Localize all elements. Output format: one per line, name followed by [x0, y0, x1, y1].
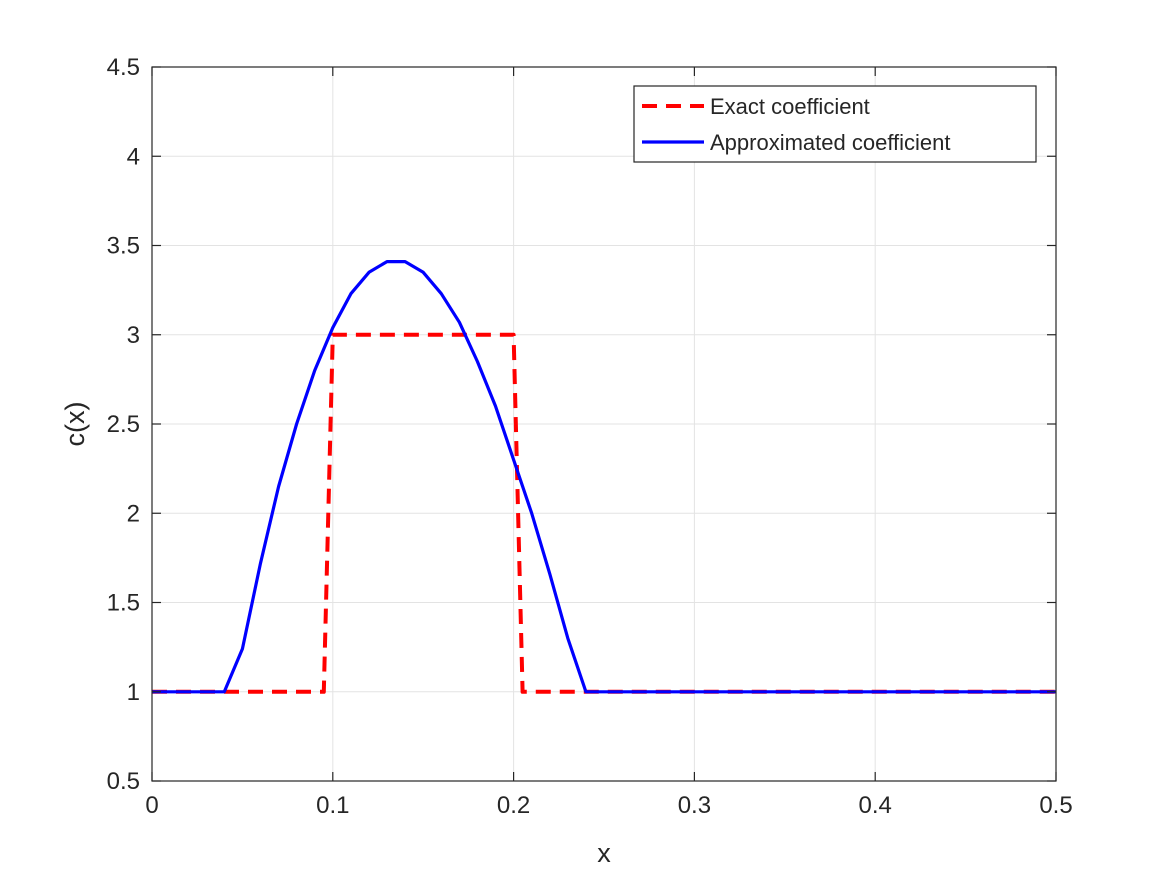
ticks: 0 0.1 0.2 0.3 0.4 0.5 0.5 1 1.5 2 2.5 3 3.5 4 4.5 [107, 54, 1073, 819]
legend: Exact coefficient Approximated coefficien… [633, 85, 1037, 163]
y-tick-label: 3 [127, 322, 140, 349]
x-tick-label: 0.2 [497, 792, 530, 819]
y-tick-label: 0.5 [107, 768, 140, 795]
y-tick-label: 1.5 [107, 590, 140, 617]
x-axis-label: x [597, 838, 611, 868]
series-approximated-line [152, 260, 1056, 694]
y-axis-label: c(x) [60, 402, 90, 447]
legend-entry-label: Approximated coefficient [710, 130, 951, 155]
x-tick-label: 0 [145, 792, 158, 819]
y-tick-label: 2.5 [107, 411, 140, 438]
y-tick-label: 2 [127, 500, 140, 527]
legend-entry-label: Exact coefficient [710, 94, 870, 119]
x-tick-label: 0.3 [678, 792, 711, 819]
y-tick-label: 4.5 [107, 54, 140, 81]
legend-box [633, 85, 1037, 163]
x-tick-label: 0.1 [316, 792, 349, 819]
x-tick-label: 0.4 [859, 792, 892, 819]
y-tick-label: 4 [127, 143, 140, 170]
x-tick-label: 0.5 [1039, 792, 1072, 819]
y-tick-label: 1 [127, 679, 140, 706]
series-layer [152, 260, 1056, 694]
y-tick-label: 3.5 [107, 233, 140, 260]
